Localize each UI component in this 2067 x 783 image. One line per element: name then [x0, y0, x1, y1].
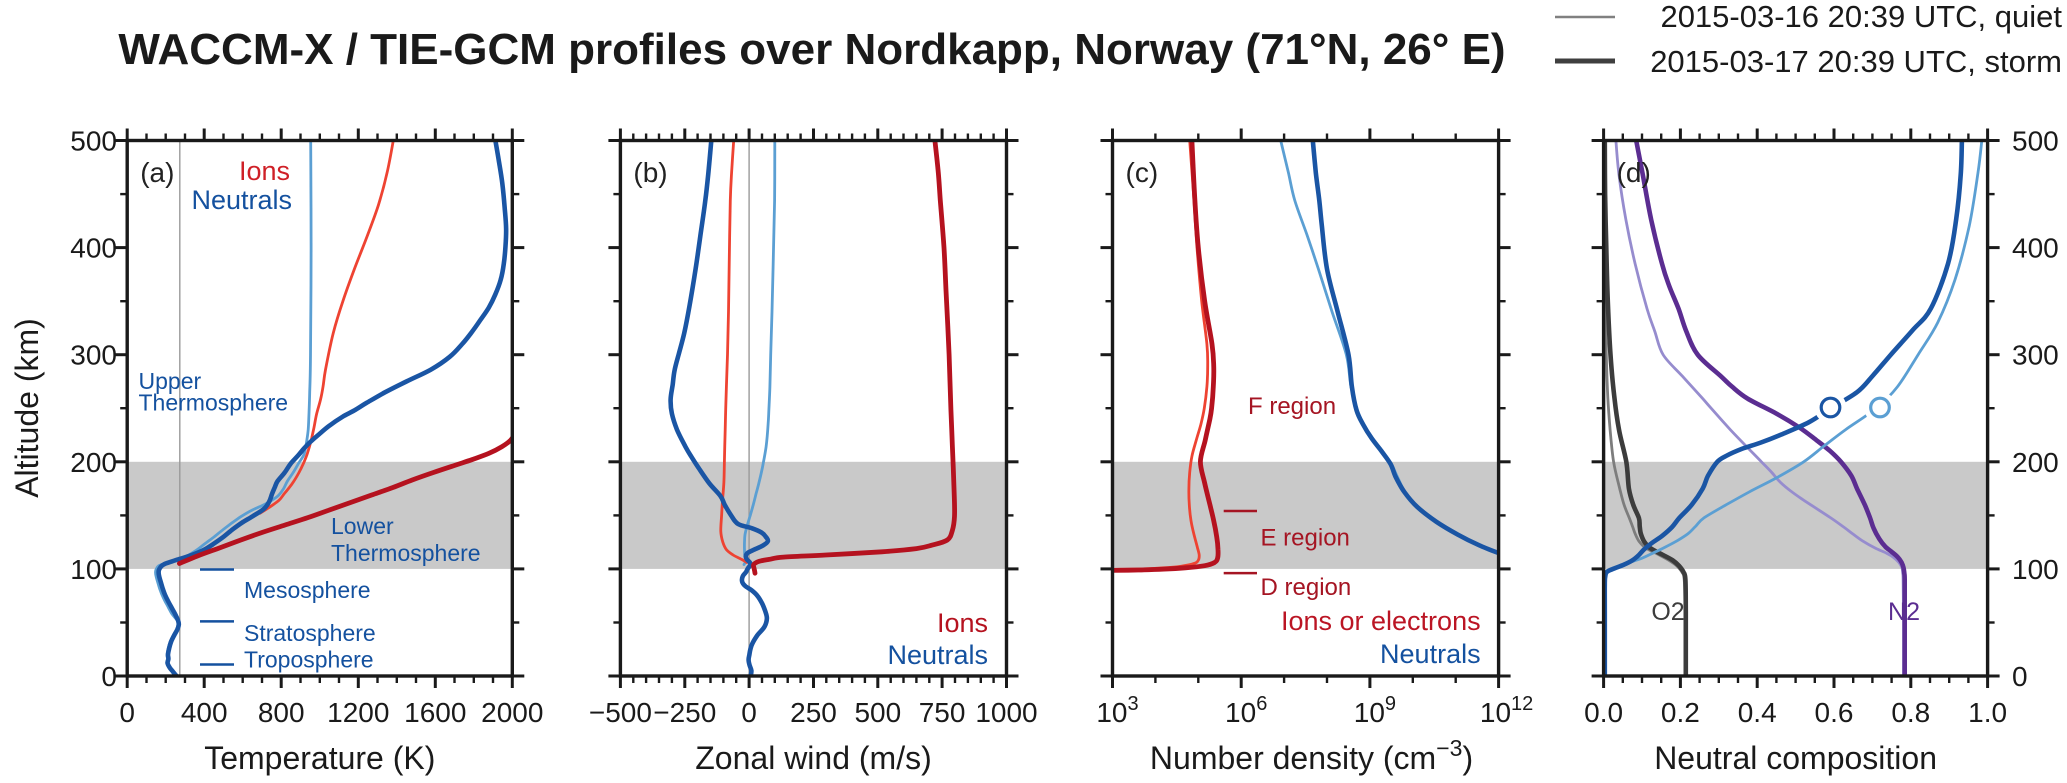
svg-text:100: 100: [70, 554, 117, 585]
svg-text:Ions or electrons: Ions or electrons: [1281, 606, 1481, 636]
svg-text:0.2: 0.2: [1661, 697, 1700, 728]
svg-text:Ions: Ions: [239, 156, 290, 186]
svg-text:WACCM-X / TIE-GCM profiles ove: WACCM-X / TIE-GCM profiles over Nordkapp…: [118, 25, 1505, 74]
svg-text:0.0: 0.0: [1584, 697, 1623, 728]
svg-text:400: 400: [2012, 233, 2059, 264]
svg-text:2015-03-16 20:39 UTC, quiet: 2015-03-16 20:39 UTC, quiet: [1660, 0, 2062, 34]
svg-text:Neutrals: Neutrals: [191, 185, 292, 215]
svg-text:500: 500: [854, 697, 901, 728]
svg-text:750: 750: [919, 697, 966, 728]
svg-text:500: 500: [2012, 126, 2059, 157]
svg-text:200: 200: [2012, 447, 2059, 478]
svg-text:0.4: 0.4: [1738, 697, 1777, 728]
svg-text:500: 500: [70, 126, 117, 157]
svg-text:Ions: Ions: [937, 608, 988, 638]
svg-text:Upper: Upper: [139, 368, 202, 394]
svg-text:−500: −500: [589, 697, 652, 728]
svg-text:F region: F region: [1248, 393, 1336, 420]
svg-text:1000: 1000: [975, 697, 1037, 728]
svg-text:(b): (b): [633, 157, 667, 188]
svg-text:Mesosphere: Mesosphere: [244, 577, 371, 603]
svg-text:Thermosphere: Thermosphere: [139, 390, 289, 416]
svg-text:Number density (cm−3): Number density (cm−3): [1150, 735, 1473, 776]
svg-text:300: 300: [70, 340, 117, 371]
svg-text:(d): (d): [1617, 157, 1651, 188]
svg-text:1.0: 1.0: [1968, 697, 2007, 728]
svg-text:E region: E region: [1261, 525, 1350, 552]
svg-text:1600: 1600: [404, 697, 466, 728]
svg-text:100: 100: [2012, 554, 2059, 585]
svg-text:D region: D region: [1261, 574, 1352, 601]
svg-text:1200: 1200: [327, 697, 389, 728]
svg-text:Troposphere: Troposphere: [244, 647, 374, 673]
svg-text:Neutral composition: Neutral composition: [1654, 740, 1937, 776]
svg-text:0.6: 0.6: [1815, 697, 1854, 728]
svg-text:0: 0: [119, 697, 135, 728]
svg-text:Thermosphere: Thermosphere: [331, 540, 481, 566]
svg-text:400: 400: [181, 697, 228, 728]
svg-text:400: 400: [70, 233, 117, 264]
svg-text:Zonal wind (m/s): Zonal wind (m/s): [695, 740, 932, 776]
svg-text:0: 0: [741, 697, 757, 728]
svg-text:2015-03-17 20:39 UTC, storm: 2015-03-17 20:39 UTC, storm: [1650, 44, 2062, 79]
svg-text:(c): (c): [1126, 157, 1159, 188]
svg-text:Lower: Lower: [331, 513, 394, 539]
svg-text:0: 0: [2012, 661, 2028, 692]
svg-text:Temperature (K): Temperature (K): [204, 740, 435, 776]
svg-text:0.8: 0.8: [1891, 697, 1930, 728]
svg-text:2000: 2000: [481, 697, 543, 728]
svg-text:Neutrals: Neutrals: [887, 640, 988, 670]
svg-text:Altitude (km): Altitude (km): [9, 318, 45, 498]
svg-text:Neutrals: Neutrals: [1380, 639, 1481, 669]
svg-text:800: 800: [258, 697, 305, 728]
svg-text:O2: O2: [1651, 598, 1684, 626]
svg-text:0: 0: [101, 661, 117, 692]
svg-text:−250: −250: [653, 697, 716, 728]
svg-text:Stratosphere: Stratosphere: [244, 620, 376, 646]
svg-text:(a): (a): [140, 157, 174, 188]
svg-text:200: 200: [70, 447, 117, 478]
svg-text:N2: N2: [1888, 598, 1920, 626]
svg-text:250: 250: [790, 697, 837, 728]
svg-text:300: 300: [2012, 340, 2059, 371]
